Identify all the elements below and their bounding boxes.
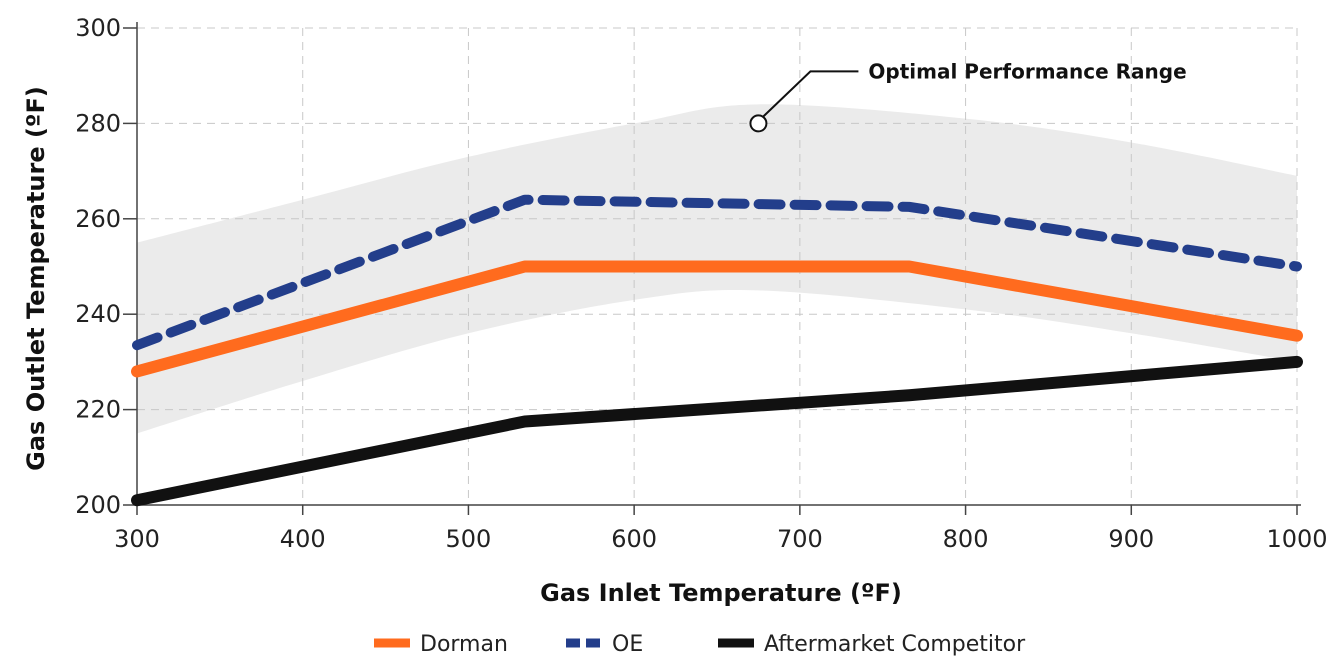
annotation-marker [749, 114, 768, 133]
x-tick-label: 600 [611, 525, 657, 553]
x-tick-label: 700 [777, 525, 823, 553]
y-axis-title: Gas Outlet Temperature (ºF) [22, 86, 50, 471]
series-line-oe [132, 194, 1302, 351]
x-tick-label: 400 [280, 525, 326, 553]
series-line-dorman [131, 260, 1303, 378]
legend-label: Aftermarket Competitor [764, 632, 1026, 656]
x-tick-label: 800 [943, 525, 989, 553]
series-layer [131, 194, 1303, 507]
series-line-aftermarket-competitor [131, 355, 1303, 507]
x-tick-label: 300 [114, 525, 160, 553]
annotation-label: Optimal Performance Range [868, 59, 1186, 83]
annotation-leader-line [762, 70, 859, 118]
y-tick-label: 260 [75, 205, 121, 233]
legend-label: OE [612, 632, 643, 656]
y-tick-label: 240 [75, 300, 121, 328]
legend: Dorman OE Aftermarket Competitor [374, 632, 1026, 657]
x-tick-label: 900 [1108, 525, 1154, 553]
axes-layer: 200 220 240 260 280 300 300 400 500 600 700 800 900 1… [75, 14, 1327, 553]
x-tick-label: 500 [446, 525, 492, 553]
y-tick-label: 300 [75, 14, 121, 42]
y-tick-label: 220 [75, 396, 121, 424]
y-tick-label: 280 [75, 109, 121, 137]
annotation-layer: Optimal Performance Range [749, 59, 1187, 133]
x-tick-label: 1000 [1266, 525, 1327, 553]
legend-label: Dorman [420, 632, 508, 656]
y-tick-label: 200 [75, 491, 121, 519]
x-axis-title: Gas Inlet Temperature (ºF) [540, 579, 902, 607]
